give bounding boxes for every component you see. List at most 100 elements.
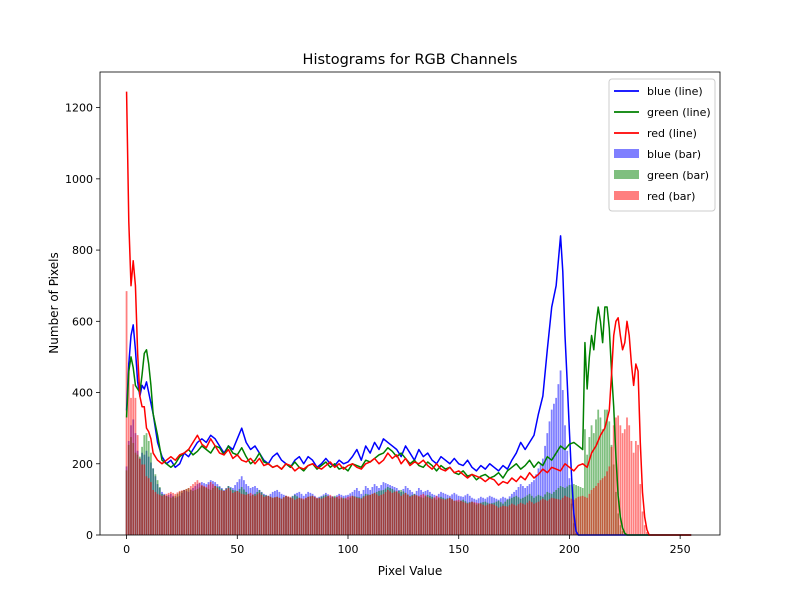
bar xyxy=(586,497,589,535)
y-tick-label: 800 xyxy=(72,244,93,257)
bar xyxy=(561,390,564,535)
legend-label: red (line) xyxy=(647,127,697,140)
bar xyxy=(601,478,604,535)
bar xyxy=(395,490,398,535)
bar xyxy=(646,532,648,535)
bar xyxy=(340,497,343,535)
legend: blue (line) green (line) red (line) blue (b… xyxy=(608,78,716,212)
bar xyxy=(460,500,462,535)
bar xyxy=(380,494,383,535)
bar xyxy=(192,484,194,535)
bar xyxy=(307,496,310,535)
bar xyxy=(464,502,467,535)
bar xyxy=(559,370,562,535)
bar xyxy=(446,498,449,535)
legend-label: green (line) xyxy=(647,106,711,119)
bar xyxy=(437,497,440,535)
bar xyxy=(136,435,139,535)
bar xyxy=(305,497,307,535)
bar xyxy=(466,503,469,535)
bar xyxy=(285,495,287,535)
bar xyxy=(322,497,325,535)
bar xyxy=(590,425,593,535)
bar xyxy=(431,498,434,535)
bar xyxy=(274,497,276,535)
bar xyxy=(502,505,504,535)
bar xyxy=(493,504,496,535)
bar xyxy=(147,478,150,535)
bar xyxy=(342,498,345,535)
bar xyxy=(595,486,597,535)
bar xyxy=(422,493,425,535)
y-tick-label: 200 xyxy=(72,458,93,471)
bar xyxy=(161,495,163,535)
bar xyxy=(267,495,270,535)
bar xyxy=(555,397,558,535)
bar xyxy=(291,498,294,535)
bar xyxy=(471,501,473,535)
bar xyxy=(223,490,225,535)
bar xyxy=(169,491,172,535)
bar xyxy=(603,476,606,535)
bar xyxy=(533,503,535,535)
bar xyxy=(415,495,418,535)
bar xyxy=(333,497,336,535)
bar xyxy=(167,492,170,535)
bar xyxy=(615,417,617,535)
bar xyxy=(621,433,624,535)
bar xyxy=(608,466,611,535)
bar xyxy=(203,486,205,535)
bar xyxy=(227,487,230,535)
bar xyxy=(218,489,221,535)
bar xyxy=(360,498,363,535)
bar xyxy=(181,490,183,535)
bar xyxy=(349,496,352,535)
bar xyxy=(468,502,471,535)
bar xyxy=(127,362,130,535)
bar xyxy=(300,498,303,535)
bar xyxy=(351,495,354,535)
bar xyxy=(548,421,551,535)
bar xyxy=(508,505,511,535)
bar xyxy=(603,409,606,535)
bar xyxy=(152,489,155,535)
bar xyxy=(517,504,520,535)
x-tick-label: 250 xyxy=(670,543,691,556)
plot-area xyxy=(125,91,692,536)
bar xyxy=(610,446,613,535)
plot-frame xyxy=(99,71,721,536)
bar xyxy=(548,499,551,535)
bar xyxy=(402,494,405,535)
bar xyxy=(318,498,321,535)
bar xyxy=(564,425,566,535)
bar xyxy=(289,496,292,535)
bar xyxy=(382,493,385,535)
bar xyxy=(355,497,358,535)
bar xyxy=(338,495,341,535)
bar xyxy=(590,489,593,535)
bar xyxy=(535,502,538,535)
bar xyxy=(265,496,267,535)
bar xyxy=(544,499,546,535)
bar xyxy=(231,492,234,535)
bar xyxy=(302,498,305,535)
bar xyxy=(393,491,396,535)
line-series-blue xyxy=(125,235,692,536)
bar xyxy=(628,425,631,535)
bar xyxy=(632,452,635,535)
bar xyxy=(491,504,493,535)
bar xyxy=(457,499,460,535)
bar xyxy=(497,507,500,535)
bar xyxy=(293,499,296,535)
bar xyxy=(163,494,166,535)
bar xyxy=(411,495,414,535)
legend-label: red (bar) xyxy=(647,190,695,203)
bar xyxy=(444,499,447,535)
chart-title: Histograms for RGB Channels xyxy=(303,52,518,68)
bar xyxy=(329,494,332,535)
bar xyxy=(243,494,245,535)
bar xyxy=(216,487,219,535)
bar xyxy=(154,491,157,535)
bar xyxy=(358,498,360,535)
bar xyxy=(320,498,323,535)
